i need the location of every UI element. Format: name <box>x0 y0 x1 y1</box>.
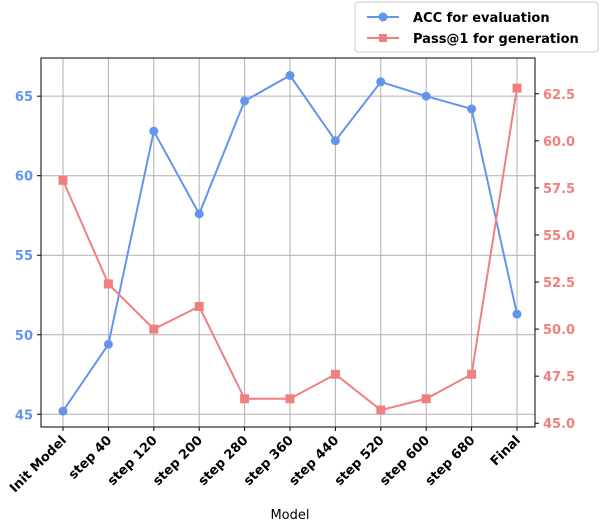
right-tick-label: 45.0 <box>543 417 575 432</box>
right-tick-label: 50.0 <box>543 323 575 338</box>
left-tick-label: 60 <box>15 170 33 185</box>
right-tick-label: 47.5 <box>543 370 575 385</box>
legend-marker-acc <box>378 12 388 22</box>
legend: ACC for evaluation Pass@1 for generation <box>354 1 599 53</box>
legend-label-pass: Pass@1 for generation <box>413 32 579 47</box>
right-tick-label: 62.5 <box>543 88 575 103</box>
point-marker <box>149 324 159 334</box>
point-marker <box>149 126 159 136</box>
legend-marker-pass <box>379 34 387 42</box>
point-marker <box>467 104 477 114</box>
point-marker <box>240 394 250 404</box>
point-marker <box>330 369 340 379</box>
point-marker <box>512 83 522 93</box>
point-marker <box>58 406 68 416</box>
x-tick-label: Final <box>488 433 524 469</box>
left-axis-ticks: 45 50 55 60 65 <box>15 90 41 423</box>
series-markers <box>58 70 522 416</box>
right-tick-label: 55.0 <box>543 229 575 244</box>
point-marker <box>421 394 431 404</box>
legend-box <box>354 1 599 53</box>
left-tick-label: 55 <box>15 249 33 264</box>
left-tick-label: 65 <box>15 90 33 105</box>
point-marker <box>376 77 386 87</box>
point-marker <box>103 279 113 289</box>
x-tick-label: step 680 <box>423 433 479 489</box>
plot-frame <box>40 57 536 428</box>
point-marker <box>512 309 522 319</box>
point-marker <box>376 405 386 415</box>
point-marker <box>194 209 204 219</box>
right-tick-label: 52.5 <box>543 276 575 291</box>
right-tick-label: 60.0 <box>543 135 575 150</box>
left-tick-label: 50 <box>15 329 33 344</box>
point-marker <box>103 339 113 349</box>
point-marker <box>58 175 68 185</box>
point-marker <box>285 394 295 404</box>
point-marker <box>240 96 250 106</box>
point-marker <box>285 70 295 80</box>
x-tick-label: Init Model <box>7 433 70 496</box>
grid-lines <box>41 58 535 427</box>
right-axis-ticks: 45.0 47.5 50.0 52.5 55.0 57.5 60.0 62.5 <box>535 88 575 432</box>
point-marker <box>194 302 204 312</box>
x-axis-label: Model <box>270 508 309 523</box>
right-tick-label: 57.5 <box>543 182 575 197</box>
point-marker <box>421 91 431 101</box>
point-marker <box>467 369 477 379</box>
legend-label-acc: ACC for evaluation <box>413 11 550 26</box>
point-marker <box>330 136 340 146</box>
left-tick-label: 45 <box>15 408 33 423</box>
